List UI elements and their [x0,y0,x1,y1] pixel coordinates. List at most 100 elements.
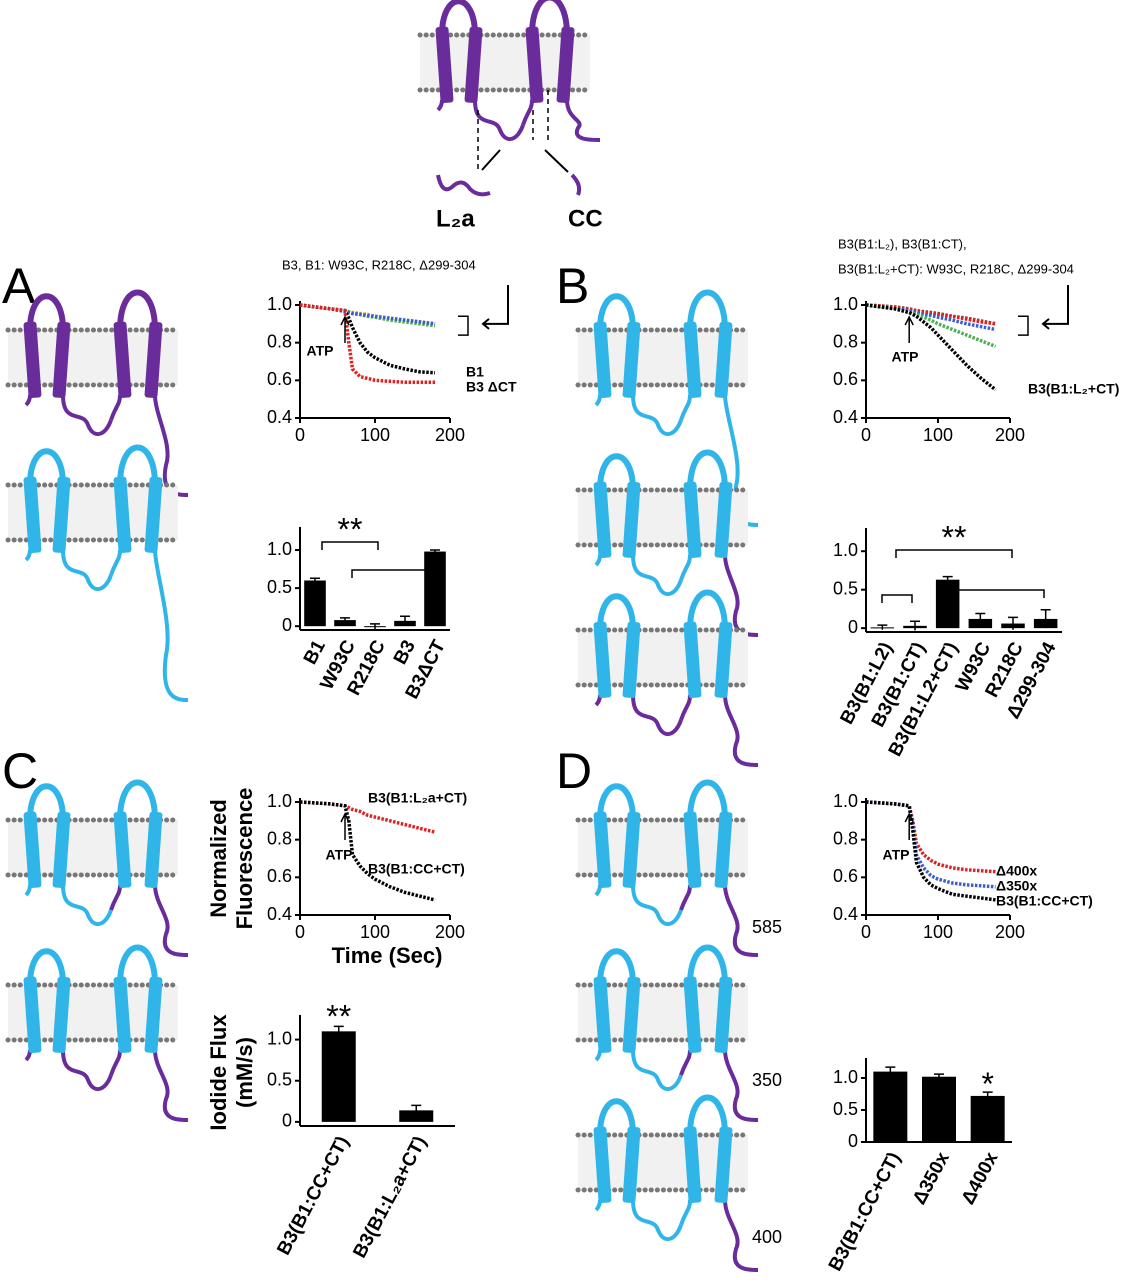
bar [304,580,326,627]
y-axis-label: Normalized [206,799,231,918]
topology [5,779,189,957]
annotation: ATP [307,343,334,359]
error-bar [910,620,920,631]
panel-letter: C [2,743,38,799]
fragment-label: L₂a [436,205,475,232]
y-tick-label: 0.8 [267,828,292,848]
helix [622,321,641,399]
x-tick-label: 200 [435,425,465,445]
helix [144,321,163,399]
extracellular-loop [597,593,636,631]
series-label: B1 [466,364,484,380]
helix [683,481,702,558]
y-tick-label: 1.0 [833,540,858,560]
significance: * [981,1066,993,1102]
error-bar [1008,616,1018,630]
helix [714,1126,733,1204]
helix [52,476,71,554]
helix [144,476,163,554]
intracellular-loop-end [679,1199,692,1226]
extracellular-loop [597,783,636,821]
error-bar [1040,608,1051,629]
helix [683,1126,702,1203]
bracket [458,315,469,336]
extracellular-loop [687,589,728,631]
intracellular-loop-end [679,394,692,421]
helix [593,1126,612,1203]
y-tick-label: 0.6 [267,866,292,886]
bracket-arrow [481,285,509,330]
significance-bracket [949,589,1045,598]
c-tail [153,549,189,702]
x-tick-label: 200 [435,922,465,942]
topology [5,944,189,1122]
atp-arrowhead [904,315,914,326]
helix [714,321,733,399]
fragment-label: CC [568,205,603,232]
y-tick-label: 0.5 [267,1069,292,1089]
series-line [865,303,997,392]
helix [683,976,702,1053]
extracellular-loop [597,1098,636,1136]
helix [52,811,71,889]
annotation: B3(B1:L₂), B3(B1:CT), [838,236,967,251]
c-tail [723,1049,759,1122]
extracellular-loop [687,1094,728,1136]
extracellular-loop [687,289,728,331]
helix [113,321,132,398]
helix [714,481,733,559]
intracellular-loop-end [109,394,122,421]
helix [622,976,641,1054]
series-line [299,800,436,834]
error-bar [942,575,953,583]
topology [575,289,759,527]
helix [622,1126,641,1204]
y-tick-label: 0.6 [833,369,858,389]
helix [714,811,733,889]
residue-label: 400 [752,1227,782,1247]
bar [399,1110,434,1122]
significance: ** [338,511,363,547]
y-tick-label: 0 [848,617,858,637]
y-tick-label: 1.0 [267,1028,292,1048]
intracellular-loop-end [679,884,692,911]
y-axis-label: Iodide Flux [206,1014,231,1131]
series-line [865,800,996,902]
series-line [299,303,435,384]
intracellular-loop [61,549,113,591]
c-tail [153,1049,189,1122]
helix [622,621,641,699]
significance: ** [942,519,967,555]
intracellular-loop [631,1199,683,1241]
x-tick-label: 200 [995,922,1025,942]
y-tick-label: 0.5 [833,1099,858,1119]
error-bar [430,549,440,554]
y-axis-label: Fluorescence [232,788,257,930]
panel-letter: D [556,743,592,799]
x-tick-label: 100 [360,425,390,445]
y-tick-label: 0.8 [267,331,292,351]
significance: ** [326,998,351,1034]
x-tick-label: 200 [995,425,1025,445]
x-tick-label: 0 [861,425,871,445]
helix [23,811,42,888]
y-tick-label: 0.4 [267,407,292,427]
annotation: B3, B1: W93C, R218C, Δ299-304 [282,257,476,272]
y-tick-label: 0.8 [833,828,858,848]
x-tick-label: 100 [923,425,953,445]
panel-letter: A [2,258,36,314]
helix [714,621,733,699]
c-tail [565,99,601,142]
helix [464,26,483,104]
series-label: B3(B1:CC+CT) [996,892,1093,908]
annotation: ATP [326,847,353,863]
helix [144,976,163,1054]
y-tick-label: 1.0 [833,791,858,811]
topology [575,944,759,1122]
extracellular-loop [597,948,636,986]
annotation: B3(B1:L₂+CT): W93C, R218C, Δ299-304 [838,261,1074,276]
bar [935,579,960,629]
annotation: ATP [892,349,919,365]
helix [593,976,612,1053]
extracellular-loop [27,293,66,331]
